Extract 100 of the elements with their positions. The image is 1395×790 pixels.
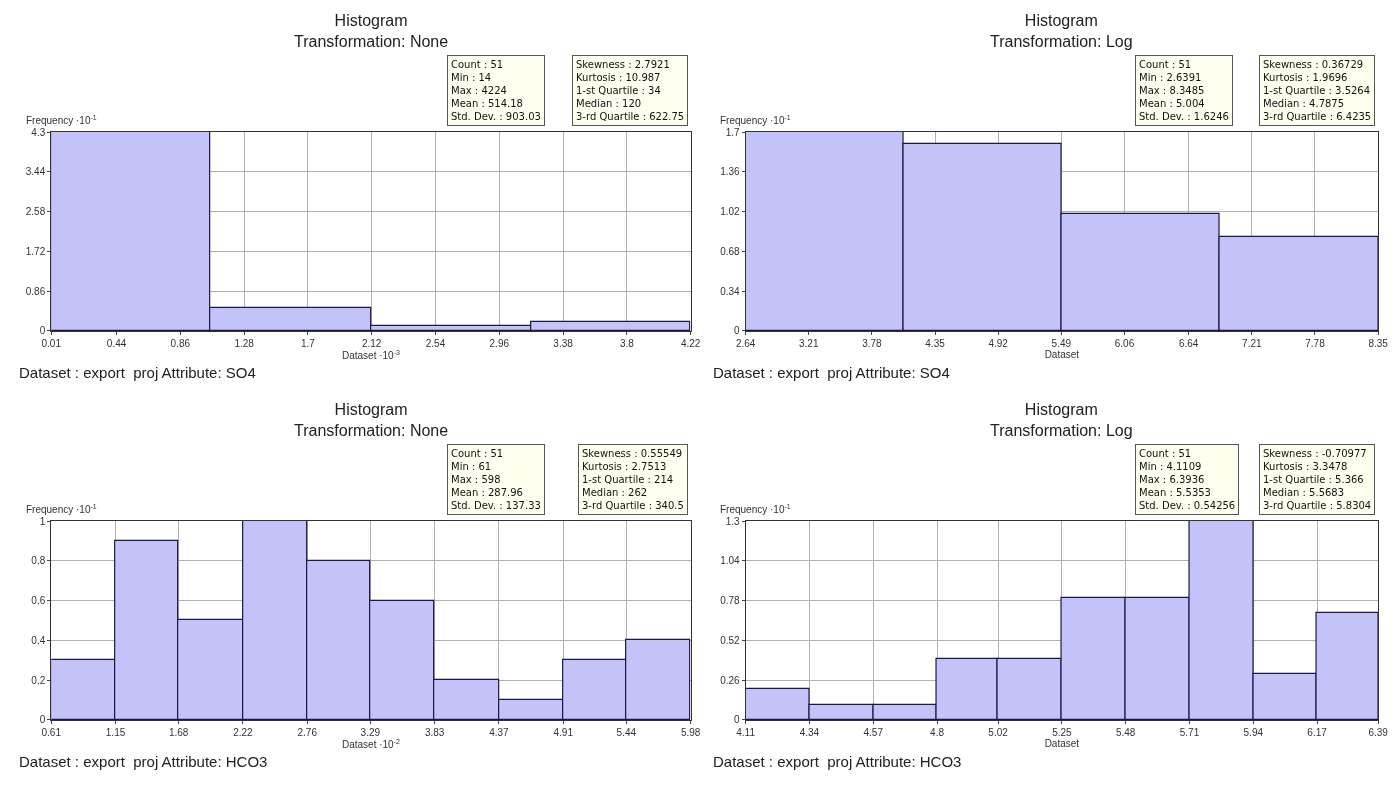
text: Dataset : export proj Attribute: HCO3: [19, 753, 268, 770]
x-tick-label: 0.86: [170, 337, 191, 349]
x-tick-label: 6.39: [1368, 726, 1389, 738]
x-tick-label: 5.98: [680, 726, 701, 738]
x-tick-label: 1.7: [300, 337, 316, 349]
x-tick-label: 5.94: [1243, 726, 1264, 738]
text: Max : 4224: [451, 85, 507, 96]
text: Mean : 5.004: [1139, 98, 1205, 109]
x-tick-label: 4.8: [930, 726, 945, 738]
y-tick-label: 1.02: [720, 206, 741, 218]
y-tick-label: 0.8: [31, 555, 46, 567]
text: Count : 51: [1139, 59, 1192, 70]
text: Dataset : export proj Attribute: HCO3: [713, 753, 962, 770]
text: Mean : 287.96: [451, 487, 523, 498]
text: Std. Dev. : 137.33: [451, 500, 541, 511]
x-tick-label: 3.78: [862, 337, 883, 349]
text: Median : 120: [576, 98, 642, 109]
x-tick-label: 5.25: [1052, 726, 1073, 738]
text: Median : 262: [582, 487, 648, 498]
x-tick-label: 1.68: [168, 726, 189, 738]
text: Skewness : -0.70977: [1263, 448, 1367, 459]
y-tick-label: 2.58: [25, 206, 46, 218]
x-tick-label: 5.02: [988, 726, 1009, 738]
x-tick-label: 1.15: [105, 726, 126, 738]
x-tick-label: 4.11: [736, 726, 756, 738]
y-tick-label: 0.4: [31, 634, 46, 646]
x-tick-label: 2.12: [361, 337, 382, 349]
x-tick-label: 0.61: [41, 726, 62, 738]
text: Skewness : 0.36729: [1263, 59, 1364, 70]
x-tick-label: 8.35: [1368, 337, 1389, 349]
x-tick-label: 4.92: [988, 337, 1009, 349]
x-tick-label: 2.96: [489, 337, 510, 349]
x-tick-label: 5.49: [1051, 337, 1072, 349]
x-tick-label: 6.64: [1178, 337, 1199, 349]
chart-title: Histogram Transformation: None: [294, 12, 449, 50]
x-tick-label: 5.48: [1115, 726, 1136, 738]
x-tick-label: 2.76: [297, 726, 318, 738]
text: 1-st Quartile : 214: [582, 474, 674, 485]
y-tick-label: 0.68: [720, 245, 741, 257]
text: 3-rd Quartile : 622.75: [576, 111, 685, 122]
x-tick-label: 6.17: [1307, 726, 1328, 738]
chart-title: Histogram Transformation: None: [294, 401, 449, 439]
text: 1-st Quartile : 5.366: [1263, 474, 1364, 485]
y-axis-title: Frequency ·10$^{-1}$: [26, 503, 97, 516]
y-tick-label: 0.78: [720, 595, 741, 607]
text: Std. Dev. : 1.6246: [1139, 111, 1229, 122]
text: Min : 61: [451, 461, 492, 472]
x-tick-label: 0.01: [41, 337, 62, 349]
x-axis-title: Dataset: [1044, 737, 1080, 749]
text: Max : 8.3485: [1139, 85, 1205, 96]
x-axis-title: Dataset: [1044, 348, 1080, 360]
x-tick-label: 7.78: [1305, 337, 1326, 349]
y-tick-label: 1.04: [720, 555, 741, 567]
y-tick-label: 0: [39, 714, 46, 726]
text: Kurtosis : 2.7513: [582, 461, 667, 472]
text: 3-rd Quartile : 5.8304: [1263, 500, 1372, 511]
y-tick-label: 1.36: [720, 166, 741, 178]
x-tick-label: 3.83: [424, 726, 445, 738]
y-tick-label: 1.3: [725, 515, 741, 527]
x-tick-label: 4.34: [799, 726, 820, 738]
y-tick-label: 0: [734, 325, 741, 337]
text: Count : 51: [451, 448, 504, 459]
text: 1-st Quartile : 34: [576, 85, 661, 96]
text: Skewness : 0.55549: [582, 448, 683, 459]
x-tick-label: 2.54: [425, 337, 446, 349]
y-tick-label: 1.7: [725, 126, 741, 138]
text: Mean : 5.5353: [1139, 487, 1211, 498]
text: Min : 2.6391: [1139, 72, 1202, 83]
x-tick-label: 0.44: [106, 337, 127, 349]
text: Dataset : export proj Attribute: SO4: [713, 364, 950, 381]
x-tick-label: 4.37: [489, 726, 510, 738]
text: Dataset : export proj Attribute: SO4: [19, 364, 256, 381]
text: Count : 51: [451, 59, 504, 70]
x-tick-label: 5.71: [1179, 726, 1200, 738]
x-tick-label: 5.44: [616, 726, 637, 738]
text: Max : 6.3936: [1139, 474, 1205, 485]
text: Count : 51: [1139, 448, 1192, 459]
text: 3-rd Quartile : 340.5: [582, 500, 684, 511]
x-tick-label: 4.22: [680, 337, 701, 349]
y-tick-label: 0.2: [31, 674, 46, 686]
x-tick-label: 3.38: [553, 337, 574, 349]
text: Kurtosis : 3.3478: [1263, 461, 1348, 472]
y-tick-label: 0.86: [25, 285, 46, 297]
x-tick-label: 2.64: [735, 337, 756, 349]
text: Mean : 514.18: [451, 98, 523, 109]
x-axis-title: Dataset ·10$^{-2}$: [341, 737, 400, 751]
x-tick-label: 1.28: [234, 337, 255, 349]
text: Median : 4.7875: [1263, 98, 1345, 109]
y-tick-label: 0.26: [720, 674, 741, 686]
x-tick-label: 6.06: [1114, 337, 1135, 349]
y-axis-title: Frequency ·10$^{-1}$: [26, 114, 97, 127]
text: Min : 14: [451, 72, 492, 83]
y-tick-label: 1.72: [25, 245, 46, 257]
text: Std. Dev. : 0.54256: [1139, 500, 1236, 511]
text: Skewness : 2.7921: [576, 59, 670, 70]
y-axis-title: Frequency ·10$^{-1}$: [720, 114, 791, 127]
text: Std. Dev. : 903.03: [451, 111, 541, 122]
y-axis-title: Frequency ·10$^{-1}$: [720, 503, 791, 516]
x-tick-label: 3.21: [799, 337, 819, 349]
text: 1-st Quartile : 3.5264: [1263, 85, 1371, 96]
